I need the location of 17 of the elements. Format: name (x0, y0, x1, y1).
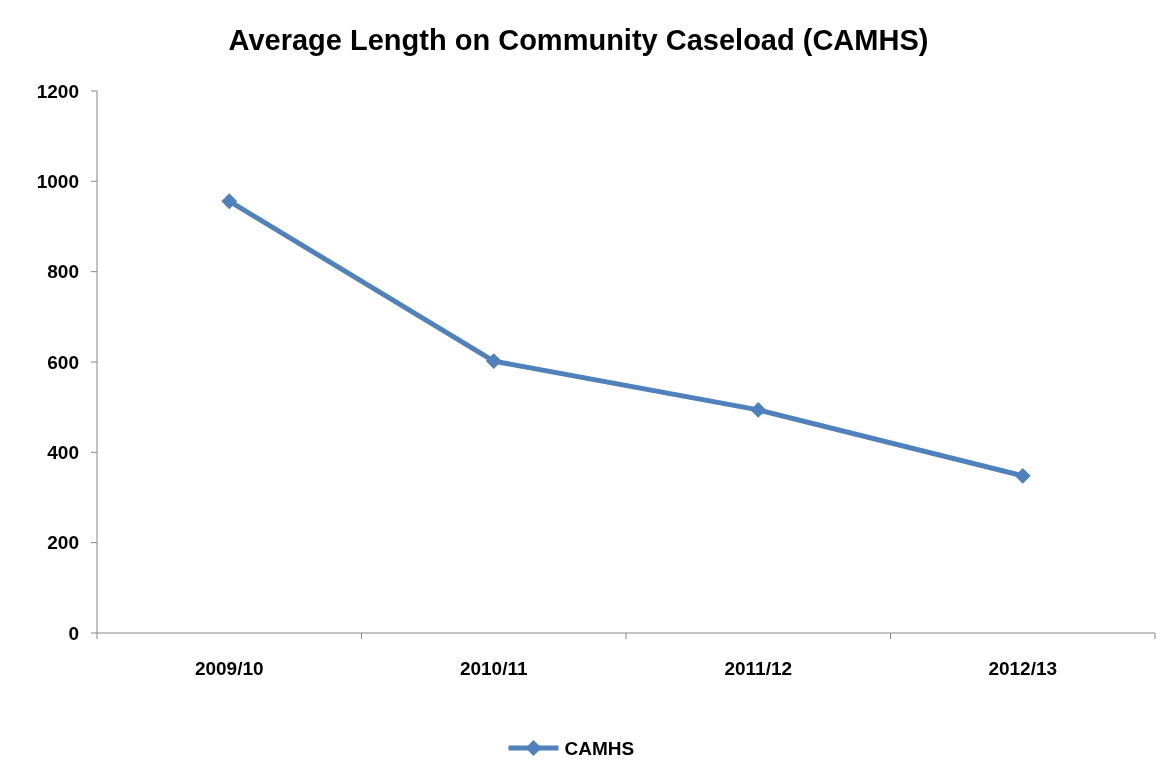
chart-title: Average Length on Community Caseload (CAMHS) (228, 24, 929, 56)
legend-label: CAMHS (564, 737, 635, 759)
y-tick-label: 1000 (36, 170, 79, 192)
point (221, 193, 238, 210)
point (1014, 467, 1031, 484)
x-tick-label: 2010/11 (459, 658, 528, 679)
x-tick-label: 2011/12 (724, 658, 793, 679)
x-tick-label: 2012/13 (988, 658, 1058, 679)
y-tick-label: 1200 (36, 80, 79, 102)
x-tick-label: 2009/10 (194, 658, 264, 679)
y-tick-label: 200 (47, 532, 79, 554)
y-tick-label: 400 (47, 441, 79, 463)
y-tick-label: 0 (68, 622, 79, 644)
y-tick-label: 800 (47, 261, 79, 283)
point (750, 401, 767, 418)
point (485, 353, 502, 370)
y-tick-label: 600 (47, 351, 79, 373)
